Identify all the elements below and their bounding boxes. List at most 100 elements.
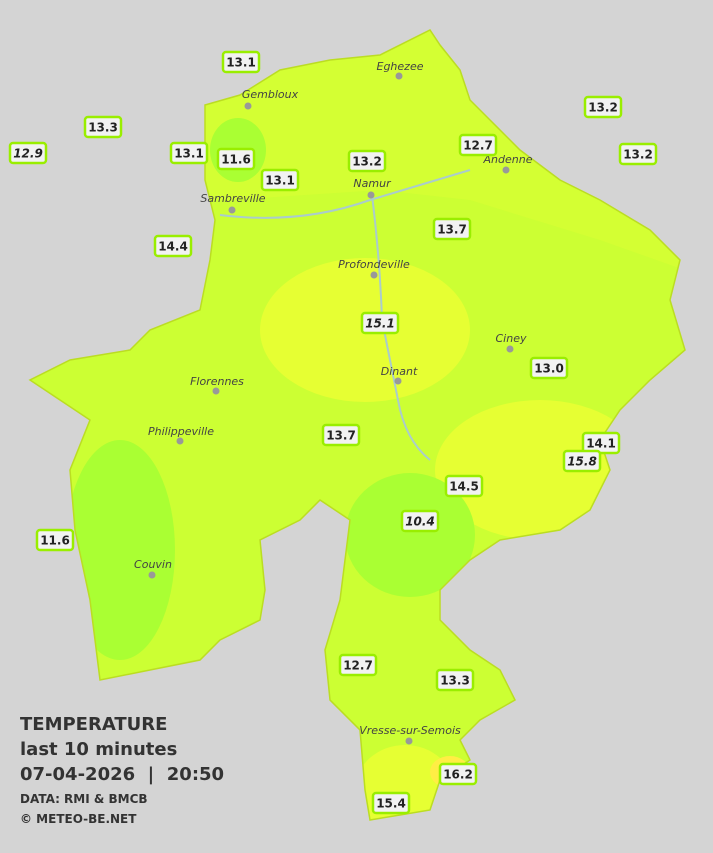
station-reading: 15.4: [376, 797, 406, 811]
station-reading: 14.4: [158, 240, 188, 254]
station: 15.1: [360, 311, 400, 335]
city-dot: [506, 345, 514, 353]
city-dot: [212, 387, 220, 395]
station-box: [8, 141, 48, 165]
station-box: [338, 653, 378, 677]
station: 13.1: [260, 168, 300, 192]
city-dot: [394, 377, 402, 385]
city-label: Namur: [353, 177, 392, 190]
legend-subtitle: last 10 minutes: [20, 739, 177, 760]
legend-datetime: 07-04-2026 | 20:50: [20, 764, 224, 785]
station: 13.2: [618, 142, 658, 166]
station: 14.1: [581, 431, 621, 455]
station: 14.5: [444, 474, 484, 498]
city-label: Florennes: [190, 375, 244, 388]
station-reading: 16.2: [443, 768, 473, 782]
station-box: [529, 356, 569, 380]
station: 13.1: [169, 141, 209, 165]
station: 13.7: [432, 217, 472, 241]
station-box: [360, 311, 400, 335]
city-dot: [395, 72, 403, 80]
station-box: [458, 133, 498, 157]
station-box: [438, 762, 478, 786]
station-box: [432, 217, 472, 241]
station: 15.4: [371, 791, 411, 815]
legend-source: DATA: RMI & BMCB: [20, 792, 148, 806]
station-reading: 13.2: [623, 148, 653, 162]
station-reading: 13.2: [352, 155, 382, 169]
station: 13.0: [529, 356, 569, 380]
city-dot: [405, 737, 413, 745]
station-box: [260, 168, 300, 192]
station-reading: 13.3: [88, 121, 118, 135]
station: 13.3: [435, 668, 475, 692]
station: 13.7: [321, 423, 361, 447]
station-box: [35, 528, 75, 552]
station-box: [221, 50, 261, 74]
city-label: Vresse-sur-Semois: [359, 724, 461, 737]
station-box: [153, 234, 193, 258]
station-reading: 10.4: [405, 515, 435, 529]
city-label: Gembloux: [242, 88, 299, 101]
city-dot: [244, 102, 252, 110]
river: [219, 169, 471, 461]
city-label: Profondeville: [338, 258, 410, 271]
station-reading: 13.1: [265, 174, 295, 188]
station: 12.7: [338, 653, 378, 677]
station-box: [562, 449, 602, 473]
station: 15.8: [562, 449, 602, 473]
city-label: Ciney: [496, 332, 527, 345]
station: 11.6: [35, 528, 75, 552]
city-label: Philippeville: [148, 425, 214, 438]
station-box: [321, 423, 361, 447]
city-dot: [367, 191, 375, 199]
city-label: Andenne: [483, 153, 533, 166]
station-box: [435, 668, 475, 692]
station: 12.9: [8, 141, 48, 165]
station-box: [83, 115, 123, 139]
station-box: [618, 142, 658, 166]
city-label: Couvin: [134, 558, 172, 571]
legend-credit: © METEO-BE.NET: [20, 812, 137, 826]
station-box: [169, 141, 209, 165]
station: 14.4: [153, 234, 193, 258]
station-reading: 15.8: [567, 455, 597, 469]
city-label: Eghezee: [377, 60, 424, 73]
station: 13.2: [347, 149, 387, 173]
station-reading: 14.1: [586, 437, 616, 451]
station-box: [444, 474, 484, 498]
station-box: [371, 791, 411, 815]
station-reading: 13.7: [437, 223, 467, 237]
station: 11.6: [216, 147, 256, 171]
legend-title: TEMPERATURE: [20, 714, 167, 735]
station-reading: 13.2: [588, 101, 618, 115]
station-box: [216, 147, 256, 171]
station-reading: 14.5: [449, 480, 479, 494]
station: 10.4: [400, 509, 440, 533]
station-reading: 13.1: [226, 56, 256, 70]
station: 13.3: [83, 115, 123, 139]
station-box: [400, 509, 440, 533]
station-reading: 12.7: [463, 139, 493, 153]
station-reading: 13.3: [440, 674, 470, 688]
station-reading: 13.1: [174, 147, 204, 161]
station-reading: 15.1: [365, 317, 395, 331]
station-box: [583, 95, 623, 119]
station-box: [347, 149, 387, 173]
station-reading: 11.6: [221, 153, 251, 167]
station-reading: 13.7: [326, 429, 356, 443]
legend: TEMPERATURE last 10 minutes 07-04-2026 |…: [20, 714, 224, 826]
station-reading: 12.7: [343, 659, 373, 673]
city-dot: [228, 206, 236, 214]
station-reading: 13.0: [534, 362, 564, 376]
city-dot: [370, 271, 378, 279]
station-reading: 11.6: [40, 534, 70, 548]
station: 16.2: [438, 762, 478, 786]
city-label: Sambreville: [200, 192, 265, 205]
city-dot: [148, 571, 156, 579]
city-dot: [502, 166, 510, 174]
station: 13.1: [221, 50, 261, 74]
station: 13.2: [583, 95, 623, 119]
